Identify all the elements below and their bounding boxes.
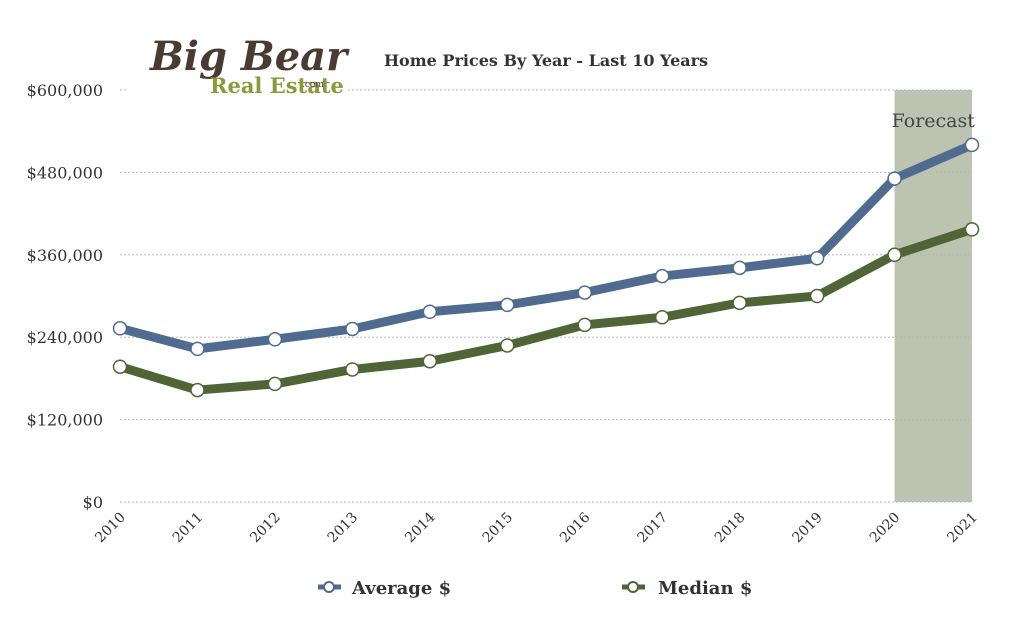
- y-tick-label: $120,000: [27, 411, 103, 430]
- data-point: [190, 341, 205, 357]
- data-point: [112, 321, 128, 336]
- data-point: [809, 288, 825, 304]
- data-point: [964, 222, 980, 237]
- data-point: [654, 268, 670, 284]
- y-tick-label: $600,000: [27, 81, 103, 100]
- data-point: [267, 376, 283, 392]
- data-point: [422, 304, 438, 320]
- data-point: [500, 338, 515, 353]
- legend-marker-average: [323, 581, 335, 593]
- data-point: [345, 362, 360, 377]
- logo-backdrop: [128, 32, 346, 98]
- y-tick-label: $0: [83, 493, 103, 512]
- data-point: [422, 353, 438, 369]
- data-point: [112, 359, 128, 374]
- y-tick-label: $480,000: [27, 163, 103, 182]
- series-median: [112, 222, 980, 398]
- data-point: [654, 310, 670, 325]
- data-point: [190, 382, 205, 398]
- data-point: [267, 332, 283, 347]
- series-lines: [112, 137, 980, 398]
- logo-subtext: Real Estate: [210, 73, 344, 98]
- y-tick-label: $240,000: [27, 328, 103, 347]
- legend-item-median: Median $: [622, 578, 752, 599]
- data-point: [964, 137, 980, 153]
- data-point: [887, 171, 902, 186]
- legend-item-average: Average $: [318, 578, 451, 599]
- legend: Average $ Median $: [318, 578, 752, 599]
- data-point: [345, 321, 360, 337]
- logo-wordmark: Big Bear: [149, 33, 350, 80]
- series-line: [115, 224, 977, 395]
- data-point: [577, 285, 592, 300]
- series-average: [112, 137, 980, 357]
- y-axis-ticks: $0 $120,000 $240,000 $360,000 $480,000 $600,0…: [27, 81, 103, 512]
- data-point: [809, 250, 825, 266]
- series-line: [115, 140, 977, 354]
- data-point: [732, 295, 747, 311]
- data-point: [732, 260, 747, 276]
- forecast-label: Forecast: [892, 110, 976, 132]
- logo-suffix: .com: [302, 80, 324, 90]
- data-point: [577, 317, 592, 333]
- data-point: [887, 247, 902, 263]
- legend-marker-median: [627, 581, 639, 593]
- company-logo: Big Bear Real Estate .com: [128, 32, 350, 98]
- legend-label-median: Median $: [658, 578, 752, 599]
- chart-title: Home Prices By Year - Last 10 Years: [384, 51, 708, 70]
- data-point: [500, 297, 515, 313]
- legend-label-average: Average $: [351, 578, 451, 599]
- y-tick-label: $360,000: [27, 246, 103, 265]
